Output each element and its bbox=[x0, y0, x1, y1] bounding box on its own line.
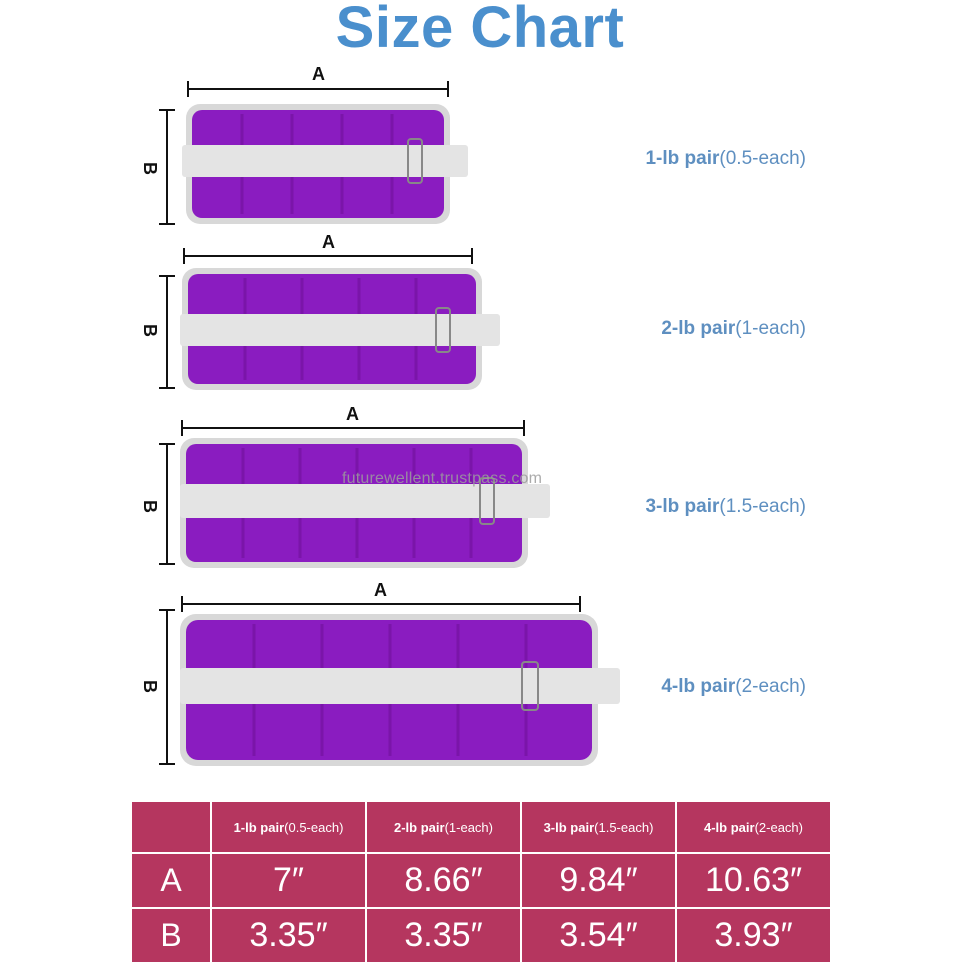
dimension-b-label: B bbox=[140, 162, 160, 175]
product-label-4lb: 4-lb pair(2-each) bbox=[661, 676, 806, 697]
column-header-2lb: 2-lb pair(1-each) bbox=[365, 800, 522, 854]
table-corner-cell bbox=[130, 800, 212, 854]
size-table: 1-lb pair(0.5-each) 2-lb pair(1-each) 3-… bbox=[130, 800, 832, 964]
ankle-weight-2lb-image bbox=[159, 248, 500, 390]
ankle-weight-4lb-image bbox=[159, 596, 620, 766]
table-cell: 3.54″ bbox=[520, 907, 677, 964]
product-label-2lb: 2-lb pair(1-each) bbox=[661, 318, 806, 339]
table-row: A 7″ 8.66″ 9.84″ 10.63″ bbox=[130, 852, 832, 909]
dimension-a-label: A bbox=[346, 404, 359, 424]
product-label-1lb: 1-lb pair(0.5-each) bbox=[645, 148, 806, 169]
dimension-b-label: B bbox=[140, 324, 160, 337]
column-header-3lb: 3-lb pair(1.5-each) bbox=[520, 800, 677, 854]
table-cell: 9.84″ bbox=[520, 852, 677, 909]
column-header-1lb: 1-lb pair(0.5-each) bbox=[210, 800, 367, 854]
table-header-row: 1-lb pair(0.5-each) 2-lb pair(1-each) 3-… bbox=[130, 800, 832, 854]
table-row: B 3.35″ 3.35″ 3.54″ 3.93″ bbox=[130, 907, 832, 964]
dimension-a-label: A bbox=[374, 580, 387, 600]
dimension-a-label: A bbox=[322, 232, 335, 252]
row-header-b: B bbox=[130, 907, 212, 964]
table-cell: 7″ bbox=[210, 852, 367, 909]
table-cell: 8.66″ bbox=[365, 852, 522, 909]
page-title: Size Chart bbox=[335, 0, 625, 60]
table-cell: 3.35″ bbox=[210, 907, 367, 964]
column-header-4lb: 4-lb pair(2-each) bbox=[675, 800, 832, 854]
dimension-a-label: A bbox=[312, 64, 325, 84]
product-label-3lb: 3-lb pair(1.5-each) bbox=[645, 496, 806, 517]
dimension-b-label: B bbox=[140, 500, 160, 513]
ankle-weight-1lb-image bbox=[159, 81, 468, 225]
dimension-b-label: B bbox=[140, 680, 160, 693]
table-cell: 10.63″ bbox=[675, 852, 832, 909]
watermark: futurewellent.trustpass.com bbox=[342, 470, 543, 487]
table-cell: 3.93″ bbox=[675, 907, 832, 964]
table-cell: 3.35″ bbox=[365, 907, 522, 964]
ankle-weight-3lb-image bbox=[159, 420, 550, 568]
row-header-a: A bbox=[130, 852, 212, 909]
